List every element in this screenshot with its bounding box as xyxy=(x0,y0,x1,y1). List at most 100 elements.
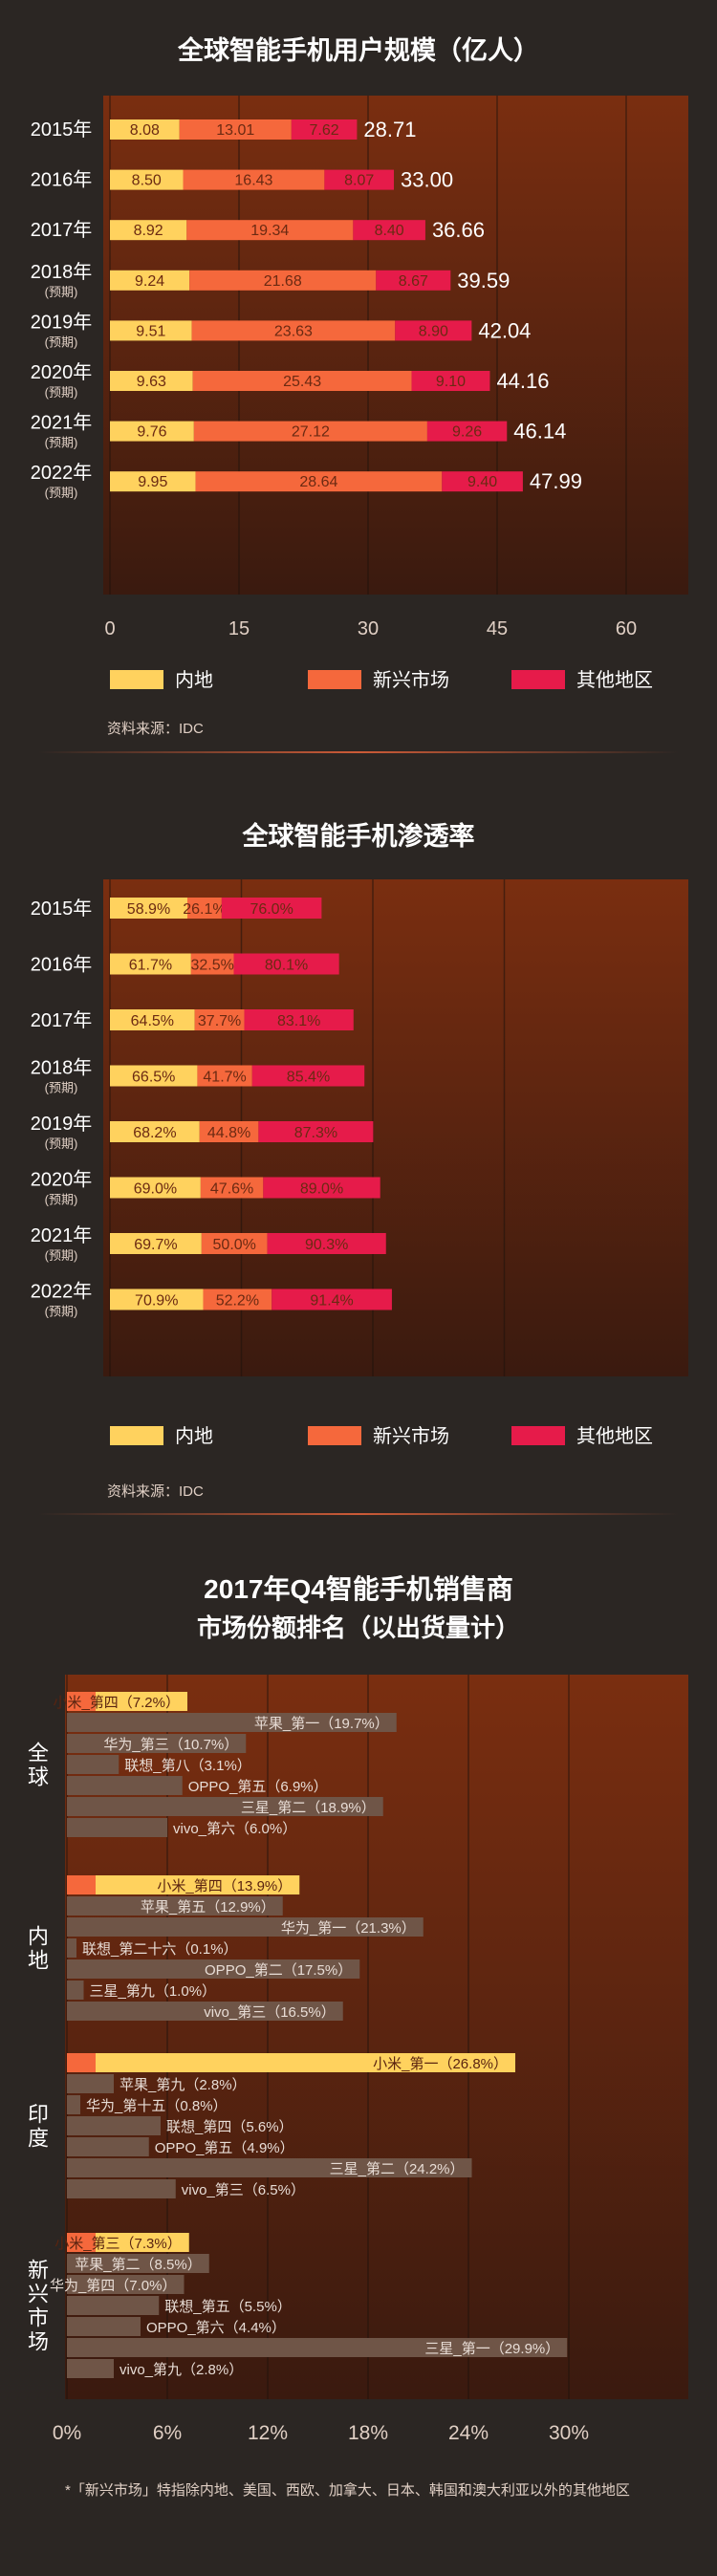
chart1-mainland-label: 8.50 xyxy=(132,173,162,189)
chart1-mainland-label: 8.08 xyxy=(130,122,160,139)
chart2-other-label: 80.1% xyxy=(265,958,308,974)
chart2-category-label: 2017年 xyxy=(31,1009,93,1031)
chart2-emerging-label: 47.6% xyxy=(210,1181,253,1198)
chart1-other-label: 8.90 xyxy=(419,323,448,339)
chart3-x-tick-label: 0% xyxy=(53,2422,81,2444)
chart3-bar-label: 苹果_第二（8.5%） xyxy=(75,2256,202,2273)
chart1-emerging-label: 27.12 xyxy=(292,424,330,441)
chart1-x-tick-label: 0 xyxy=(104,618,115,639)
chart3-gridlines xyxy=(66,1675,570,2399)
chart1-total-label: 33.00 xyxy=(401,168,453,192)
chart2-emerging-bar xyxy=(190,953,234,975)
chart3-bar xyxy=(67,1713,397,1732)
chart2-mainland-bar xyxy=(110,953,191,975)
chart2-emerging-bar xyxy=(186,898,222,919)
chart2-emerging-bar xyxy=(197,1065,252,1087)
chart3-bar-xiaomi xyxy=(67,2053,515,2072)
chart2-mainland-bar xyxy=(110,898,187,919)
chart2-mainland-label: 68.2% xyxy=(133,1125,176,1141)
chart2-category-label: 2018年 xyxy=(31,1057,93,1079)
chart1-emerging-bar xyxy=(191,320,396,341)
chart2-title: 全球智能手机渗透率 xyxy=(242,821,475,851)
chart1-title: 全球智能手机用户规模（亿人） xyxy=(177,35,539,65)
chart3-bar-label: 华为_第三（10.7%） xyxy=(103,1736,238,1753)
chart3-bar-label: 联想_第二十六（0.1%） xyxy=(82,1940,238,1958)
chart3-group-label-char: 新 xyxy=(28,2259,49,2283)
chart3-bar-label: vivo_第九（2.8%） xyxy=(120,2361,243,2378)
chart2-emerging-bar xyxy=(200,1177,264,1199)
chart1-emerging-bar xyxy=(193,421,427,442)
chart2-other-label: 91.4% xyxy=(310,1293,353,1310)
chart1-emerging-bar xyxy=(186,220,354,241)
chart1-mainland-bar xyxy=(110,270,190,291)
chart1-mainland-label: 9.95 xyxy=(138,474,167,490)
chart2-separator xyxy=(38,1513,679,1515)
chart1-other-bar xyxy=(324,169,394,190)
chart1-mainland-label: 8.92 xyxy=(134,223,163,239)
chart1-legend-swatch-other xyxy=(511,670,565,689)
chart3-bar xyxy=(67,1959,360,1979)
chart3-bar-xiaomi-accent xyxy=(67,2053,96,2072)
chart3-bar xyxy=(67,2359,114,2378)
chart3-bar-label: 三星_第九（1.0%） xyxy=(90,1982,217,2000)
chart2-mainland-bar xyxy=(110,1065,198,1087)
chart3-x-tick-label: 12% xyxy=(248,2422,288,2444)
chart1-mainland-label: 9.76 xyxy=(137,424,166,441)
chart2-legend-label-mainland: 内地 xyxy=(175,1425,213,1447)
chart2-other-label: 85.4% xyxy=(287,1070,330,1086)
chart3-bar-label: OPPO_第六（4.4%） xyxy=(146,2319,286,2336)
chart2-mainland-label: 69.7% xyxy=(134,1237,177,1253)
chart1-other-bar xyxy=(353,220,425,241)
chart2-mainland-bar xyxy=(110,1177,201,1199)
chart2-other-bar xyxy=(272,1288,392,1310)
chart1-total-label: 36.66 xyxy=(432,218,485,242)
chart3-x-ticks: 0% 6% 12% 18% 24% 30% xyxy=(53,2422,589,2444)
chart3-bar-label: vivo_第三（16.5%） xyxy=(204,2003,336,2021)
chart3-bar-label: 联想_第四（5.6%） xyxy=(166,2118,293,2135)
chart1-mainland-bar xyxy=(110,371,193,391)
chart3-bar xyxy=(67,2002,343,2021)
chart1-source: 资料来源：IDC xyxy=(107,721,204,737)
chart1-emerging-label: 23.63 xyxy=(274,323,313,339)
chart1-other-bar xyxy=(411,371,490,391)
chart1-mainland-bar xyxy=(110,421,194,442)
chart1-emerging-label: 28.64 xyxy=(299,474,337,490)
chart1-legend-label-other: 其他地区 xyxy=(576,669,653,691)
chart2-emerging-label: 37.7% xyxy=(198,1013,241,1029)
chart2-category-label: 2016年 xyxy=(31,954,93,976)
chart3-bar-label: 华为_第一（21.3%） xyxy=(281,1919,416,1937)
chart3-bar xyxy=(67,1797,383,1816)
chart2-category-label: 2020年 xyxy=(31,1169,93,1191)
chart1-other-bar xyxy=(442,471,523,492)
chart1-other-label: 8.40 xyxy=(375,223,404,239)
chart3-group-label-char: 度 xyxy=(28,2127,49,2151)
chart1-total-label: 47.99 xyxy=(530,469,582,493)
chart3-bar xyxy=(67,2254,209,2273)
chart1-category-label: 2019年 xyxy=(31,311,93,333)
chart2-category-note: (预期) xyxy=(45,1305,78,1319)
chart3-bar-label: 华为_第十五（0.8%） xyxy=(86,2097,228,2114)
chart1-emerging-label: 16.43 xyxy=(234,173,272,189)
chart3-x-tick-label: 30% xyxy=(549,2422,589,2444)
chart1-mainland-bar xyxy=(110,320,192,341)
chart3-bar xyxy=(67,2137,149,2156)
chart1-legend: 内地 新兴市场 其他地区 xyxy=(110,669,653,691)
chart1-x-ticks: 0 15 30 45 60 xyxy=(104,618,637,639)
chart3-bar-xiaomi-accent xyxy=(67,1692,96,1711)
chart1-category-note: (预期) xyxy=(45,486,78,500)
chart2-legend: 内地 新兴市场 其他地区 xyxy=(110,1425,653,1447)
chart1-legend-label-mainland: 内地 xyxy=(175,669,213,691)
chart2-category-label: 2022年 xyxy=(31,1281,93,1303)
chart2-mainland-bar xyxy=(110,1121,200,1142)
chart2-bars: 58.9% 26.1% 76.0% 61.7% 32.5% 80.1% 64.5% 37.7%… xyxy=(110,898,392,1310)
chart1-category-note: (预期) xyxy=(45,285,78,299)
chart3-bar-label: 苹果_第五（12.9%） xyxy=(141,1898,275,1916)
chart2-category-label: 2021年 xyxy=(31,1224,93,1246)
chart2-other-label: 90.3% xyxy=(305,1237,348,1253)
chart3-bar-label: 小米_第一（26.8%） xyxy=(373,2055,508,2072)
chart2-legend-label-other: 其他地区 xyxy=(576,1425,653,1447)
chart2-mainland-label: 58.9% xyxy=(127,901,170,918)
chart3-bar-label: 三星_第二（24.2%） xyxy=(330,2160,465,2177)
chart1-mainland-bar xyxy=(110,471,196,492)
